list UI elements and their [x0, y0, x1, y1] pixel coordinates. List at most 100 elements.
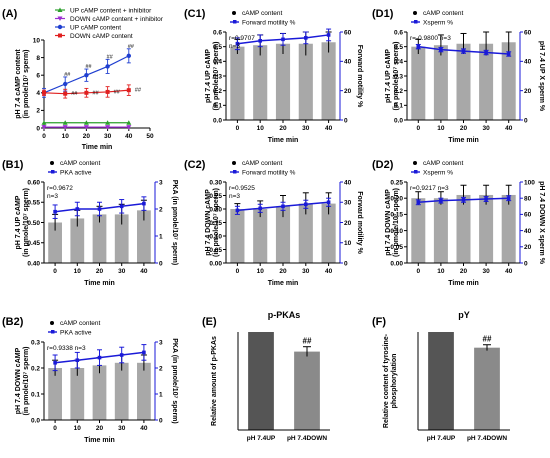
y-tick-label: 6: [36, 73, 40, 80]
y2-tick-label: 3: [159, 179, 163, 186]
data-point: [126, 88, 131, 93]
x-tick-label: pH 7.4DOWN: [287, 435, 327, 442]
y-tick-label: 0: [36, 125, 40, 132]
y-tick-label: 0.1: [213, 103, 222, 110]
bar: [433, 45, 448, 121]
y-tick-label: 0.2: [394, 88, 403, 95]
y-tick-label: 0.2: [31, 365, 40, 372]
y2-tick-label: 1: [159, 391, 163, 398]
y-tick-label: 10: [33, 37, 41, 44]
y-tick-label: 0.10: [209, 233, 222, 240]
y2-tick-label: 1: [159, 233, 163, 240]
data-point: [57, 7, 63, 12]
stats-annotation: n=3: [229, 193, 240, 200]
x-tick-label: 40: [125, 133, 133, 140]
y-axis-title: Relative amount of p-PKAs: [211, 336, 218, 426]
y-tick-label: 0.0: [213, 117, 222, 124]
y-axis-subtitle: (in pmole/10⁷ sperm): [23, 188, 30, 257]
y-tick-label: 0.4: [394, 59, 403, 66]
y-tick-label: 0.1: [394, 103, 403, 110]
line-point: [97, 355, 102, 360]
bar: [275, 206, 291, 263]
x-tick-label: 30: [118, 268, 126, 275]
stats-annotation: r=0.9217 n=3: [410, 185, 449, 192]
y-tick-label: 0.20: [390, 196, 403, 203]
y-tick-label: 0.00: [209, 260, 222, 267]
y-tick-label: 0.15: [209, 220, 222, 227]
y-tick-label: 0.6: [394, 29, 403, 36]
x-tick-label: 10: [74, 268, 82, 275]
line-point: [506, 196, 511, 200]
y-axis-subtitle: (in pmole/10⁷ sperm): [393, 41, 400, 110]
chart-title: p-PKAs: [268, 310, 301, 320]
line-point: [119, 353, 124, 357]
stats-annotation: r=0.9525: [229, 185, 255, 192]
data-point: [84, 90, 89, 95]
bar: [411, 198, 426, 263]
x-tick-label: 0: [416, 125, 420, 132]
data-point: [62, 120, 68, 125]
legend-bar-marker: [413, 11, 417, 15]
bar: [70, 368, 85, 420]
y-tick-label: 2: [36, 108, 40, 115]
bar: [48, 222, 62, 263]
x-tick-label: 0: [42, 133, 46, 140]
bar: [456, 43, 471, 120]
stats-annotation: r=0.9707: [229, 35, 255, 42]
x-tick-label: 30: [118, 425, 126, 432]
y-axis-title: pH 7.4 UP cAMP: [385, 49, 392, 103]
x-tick-label: 10: [62, 133, 70, 140]
panel-a: 0 2 4 6 8 10 0 10 20 30 40 50 UP cAMP content + inhi…: [2, 7, 164, 151]
x-tick-label: 0: [53, 268, 57, 275]
bar: [137, 210, 151, 263]
bar: [294, 351, 320, 430]
stats-annotation: r=0.9338 n=3: [47, 345, 86, 352]
bar: [248, 332, 274, 430]
bar: [456, 194, 471, 263]
significance-mark: ##: [128, 44, 135, 50]
bar: [230, 209, 245, 263]
x-tick-label: 20: [83, 133, 91, 140]
y-tick-label: 8: [36, 55, 40, 62]
y2-axis-title: pH 7.4 UP X sperm %: [538, 41, 545, 112]
y-tick-label: 0.55: [27, 200, 40, 207]
line-point: [484, 197, 488, 201]
line-point: [484, 50, 488, 55]
data-point: [62, 125, 68, 130]
x-tick-label: 20: [460, 125, 468, 132]
data-point: [62, 81, 68, 87]
significance-mark: ##: [483, 335, 492, 344]
y-tick-label: 0.45: [27, 240, 40, 247]
y-axis-subtitle: (in pmole/10⁷ sperm): [23, 346, 30, 415]
y2-tick-label: 0: [344, 260, 348, 267]
legend-line-marker-box: [414, 20, 418, 24]
bar: [137, 362, 151, 420]
y2-tick-label: 40: [524, 228, 532, 235]
chart-title: pY: [458, 310, 470, 320]
y-axis-title: Relative content of tyrosine-: [383, 333, 390, 428]
data-point: [41, 125, 47, 130]
legend-line-marker-box: [51, 170, 55, 174]
data-point: [105, 125, 111, 130]
x-tick-label: 20: [460, 268, 468, 275]
x-axis-title: Time min: [84, 280, 115, 287]
x-axis-title: Time min: [448, 137, 479, 144]
y2-axis-title: Forward motility %: [356, 45, 363, 108]
x-tick-label: 40: [505, 268, 513, 275]
y2-tick-label: 40: [524, 59, 532, 66]
line-point: [53, 209, 57, 214]
x-tick-label: 20: [279, 268, 287, 275]
x-tick-label: 40: [505, 125, 513, 132]
y2-tick-label: 30: [344, 200, 352, 207]
y-tick-label: 0.25: [390, 179, 403, 186]
y-tick-label: 0.0: [394, 117, 403, 124]
y2-tick-label: 2: [159, 365, 163, 372]
y-axis-title: pH 7.4 DOWN cAMP: [205, 189, 212, 256]
line-point: [235, 41, 240, 46]
bar: [48, 368, 62, 420]
bar: [411, 46, 426, 120]
y2-tick-label: 40: [344, 179, 352, 186]
x-tick-label: 10: [257, 125, 265, 132]
panel-d1: 0.0 0.1 0.2 0.3 0.4 0.5 0.6 0 20 40 60 0 10 20 30 40 cAM…: [372, 8, 545, 144]
